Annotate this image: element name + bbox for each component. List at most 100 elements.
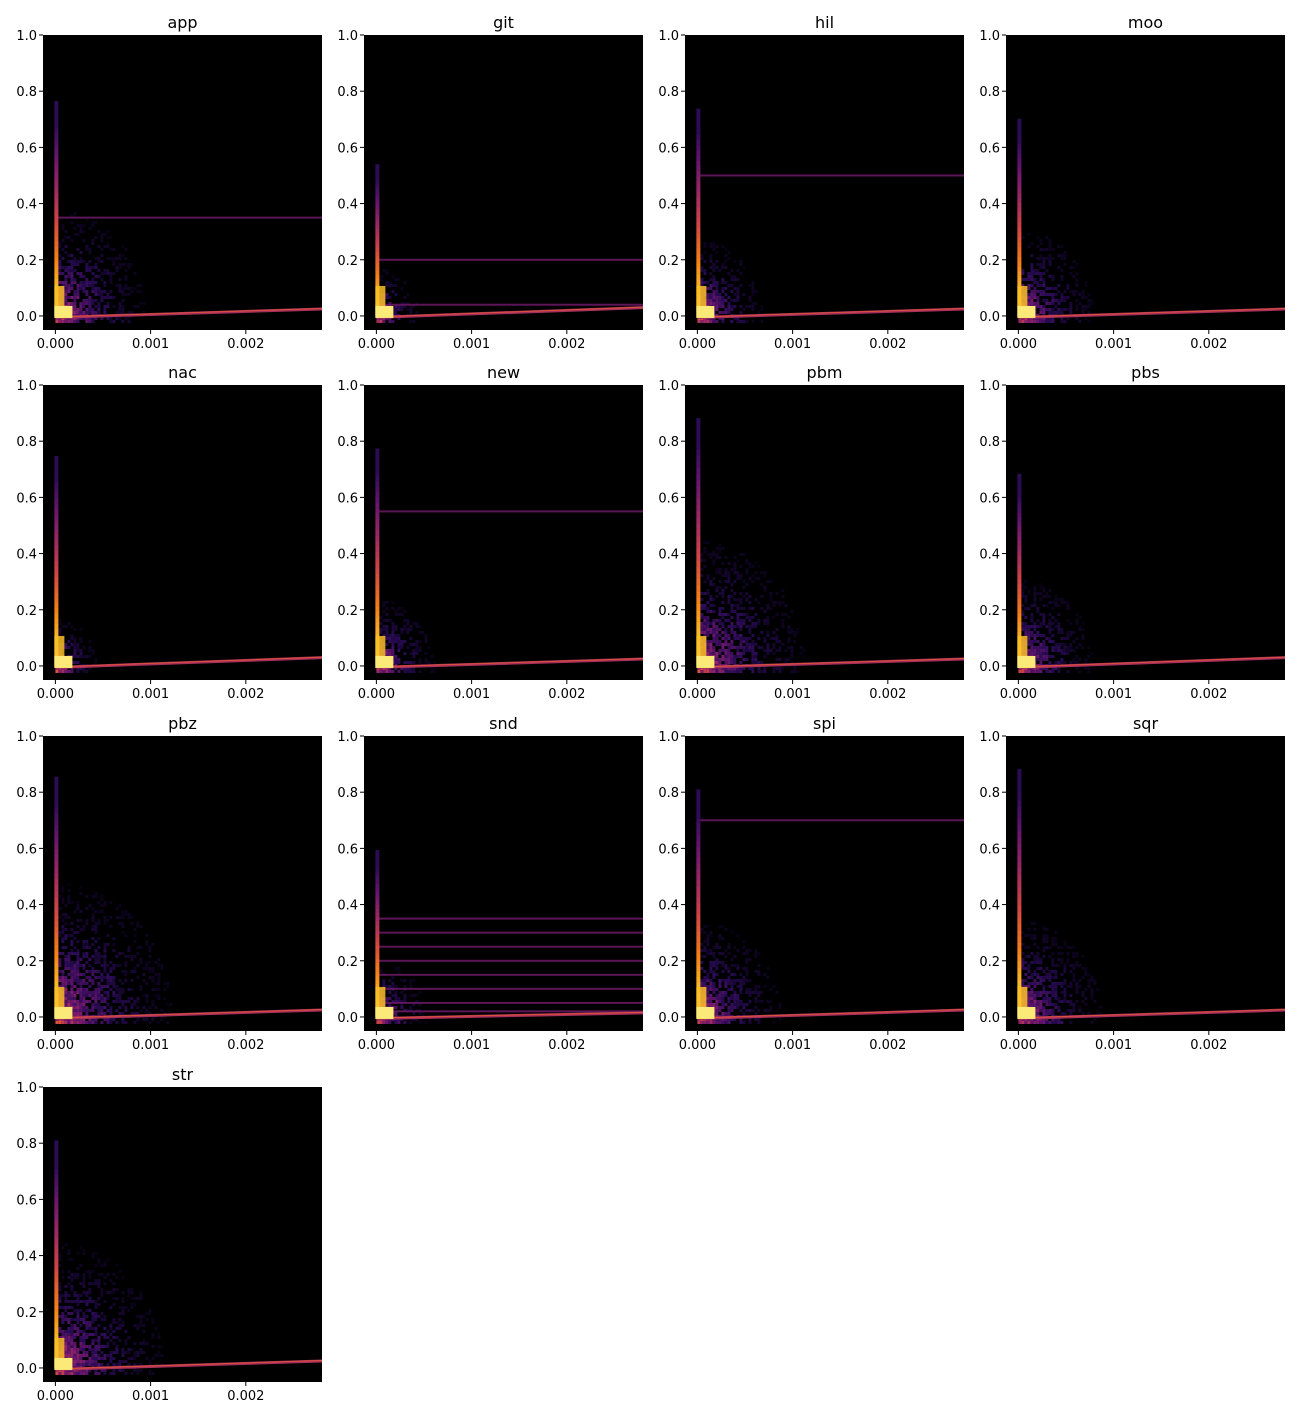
heat-cell [88, 1309, 92, 1312]
heat-cell [709, 610, 713, 613]
heat-cell [721, 1018, 725, 1021]
heat-cell [736, 967, 740, 970]
heat-cell [112, 937, 116, 940]
heat-cell [1045, 934, 1049, 937]
heat-cell [85, 281, 89, 284]
heat-cell [400, 287, 404, 290]
heat-cell [1069, 311, 1073, 314]
heat-cell [1081, 634, 1085, 637]
heat-cell [412, 649, 416, 652]
heat-ridge-segment [1017, 622, 1022, 629]
heat-cell [706, 934, 710, 937]
heat-ridge-segment [1017, 261, 1022, 268]
heat-ridge-segment [696, 920, 701, 927]
heat-ridge-segment [1017, 123, 1022, 130]
heat-cell [70, 1312, 74, 1315]
heat-cell [64, 1306, 68, 1309]
heat-cell [127, 1288, 131, 1291]
heat-cell [766, 619, 770, 622]
heat-cell [403, 281, 407, 284]
heat-cell [745, 305, 749, 308]
heat-cell [778, 604, 782, 607]
heat-cell [754, 997, 758, 1000]
heat-cell [1081, 290, 1085, 293]
heat-cell [715, 266, 719, 269]
heat-cell [1057, 958, 1061, 961]
heat-cell [412, 652, 416, 655]
heat-cell [796, 628, 800, 631]
y-tick-label: 0.8 [16, 85, 37, 100]
heat-cell [88, 1018, 92, 1021]
heat-cell [82, 1318, 86, 1321]
heat-cell [85, 1309, 89, 1312]
heat-cell [79, 637, 83, 640]
heat-cell [1033, 628, 1037, 631]
heat-ridge-segment [375, 453, 380, 460]
heat-cell [712, 622, 716, 625]
heat-ridge-segment [1017, 281, 1022, 287]
heat-ridge-segment [696, 535, 701, 543]
heat-cell [712, 619, 716, 622]
heat-cell [721, 658, 725, 661]
heat-cell [394, 1000, 398, 1003]
heat-cell [67, 296, 71, 299]
heat-cell [730, 982, 734, 985]
heat-cell [727, 997, 731, 1000]
heat-cell [718, 586, 722, 589]
heat-cell [127, 266, 131, 269]
heat-cell [130, 311, 134, 314]
heat-cell [742, 976, 746, 979]
heat-cell [739, 625, 743, 628]
heat-corner [375, 986, 386, 1019]
heat-cell [133, 955, 137, 958]
heat-ridge-segment [375, 209, 380, 215]
heat-cell [106, 1342, 110, 1345]
heat-cell [739, 622, 743, 625]
heat-cell [403, 994, 407, 997]
heat-cell [1048, 589, 1052, 592]
heat-cell [94, 925, 98, 928]
heat-cell [742, 308, 746, 311]
heat-cell [64, 1345, 68, 1348]
heat-cell [115, 1321, 119, 1324]
heat-ridge-segment [375, 891, 380, 897]
heat-cell [775, 637, 779, 640]
heat-cell [97, 937, 101, 940]
heat-ridge-segment [54, 587, 59, 593]
heat-cell [769, 1006, 773, 1009]
heat-cell [115, 317, 119, 320]
heat-cell [736, 949, 740, 952]
heat-ridge-segment [696, 948, 701, 955]
heat-cell [733, 964, 737, 967]
heat-cell [58, 934, 62, 937]
heat-cell [424, 652, 428, 655]
heat-cell [115, 284, 119, 287]
heat-cell [766, 631, 770, 634]
heat-cell [1039, 278, 1043, 281]
heat-cell [1054, 943, 1058, 946]
heat-ridge-segment [1017, 936, 1022, 944]
heat-cell [703, 940, 707, 943]
heat-cell [751, 661, 755, 664]
heat-cell [160, 1345, 164, 1348]
heat-cell [394, 308, 398, 311]
heat-cell [109, 1324, 113, 1327]
heat-cell [130, 922, 134, 925]
heat-cell [1033, 595, 1037, 598]
heat-cell [67, 1342, 71, 1345]
heat-ridge-segment [696, 227, 701, 234]
heat-cell [1036, 961, 1040, 964]
heat-cell [139, 1348, 143, 1351]
heat-cell [1051, 961, 1055, 964]
heat-cell [94, 955, 98, 958]
heat-cell [736, 287, 740, 290]
heat-cell [70, 964, 74, 967]
heat-cell [121, 913, 125, 916]
heat-cell [103, 1357, 107, 1360]
heat-cell [163, 988, 167, 991]
heat-cell [142, 1315, 146, 1318]
heat-cell [388, 640, 392, 643]
heat-cell [103, 311, 107, 314]
y-tick-label: 0.2 [658, 955, 679, 970]
heat-cell [712, 631, 716, 634]
